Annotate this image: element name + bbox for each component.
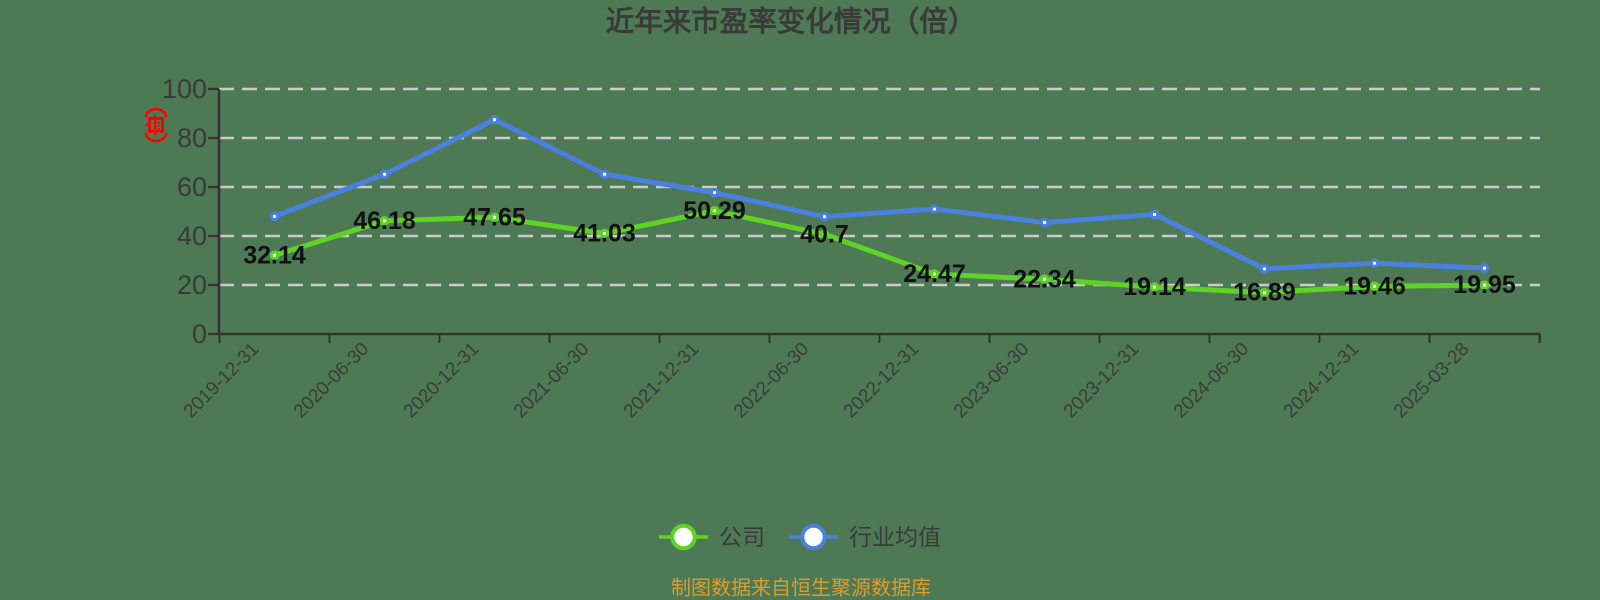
svg-text:20: 20	[177, 270, 207, 300]
svg-text:公司: 公司	[719, 524, 765, 550]
svg-text:100: 100	[162, 74, 207, 104]
svg-text:46.18: 46.18	[353, 207, 416, 235]
svg-text:16.89: 16.89	[1233, 279, 1296, 307]
svg-text:24.47: 24.47	[903, 260, 966, 288]
svg-text:60: 60	[177, 172, 207, 202]
svg-text:制图数据来自恒生聚源数据库: 制图数据来自恒生聚源数据库	[671, 577, 931, 600]
svg-text:80: 80	[177, 123, 207, 153]
svg-text:近年来市盈率变化情况（倍）: 近年来市盈率变化情况（倍）	[606, 5, 977, 38]
svg-text:40.7: 40.7	[800, 220, 849, 248]
svg-text:50.29: 50.29	[683, 197, 746, 225]
svg-text:41.03: 41.03	[573, 220, 636, 248]
svg-text:19.95: 19.95	[1453, 271, 1516, 299]
svg-text:47.65: 47.65	[463, 203, 526, 231]
svg-text:22.34: 22.34	[1013, 265, 1076, 293]
svg-text:19.46: 19.46	[1343, 272, 1406, 300]
svg-text:行业均值: 行业均值	[849, 524, 941, 550]
svg-text:19.14: 19.14	[1123, 273, 1186, 301]
svg-text:40: 40	[177, 221, 207, 251]
svg-text:32.14: 32.14	[243, 241, 306, 269]
svg-text:0: 0	[192, 319, 207, 349]
